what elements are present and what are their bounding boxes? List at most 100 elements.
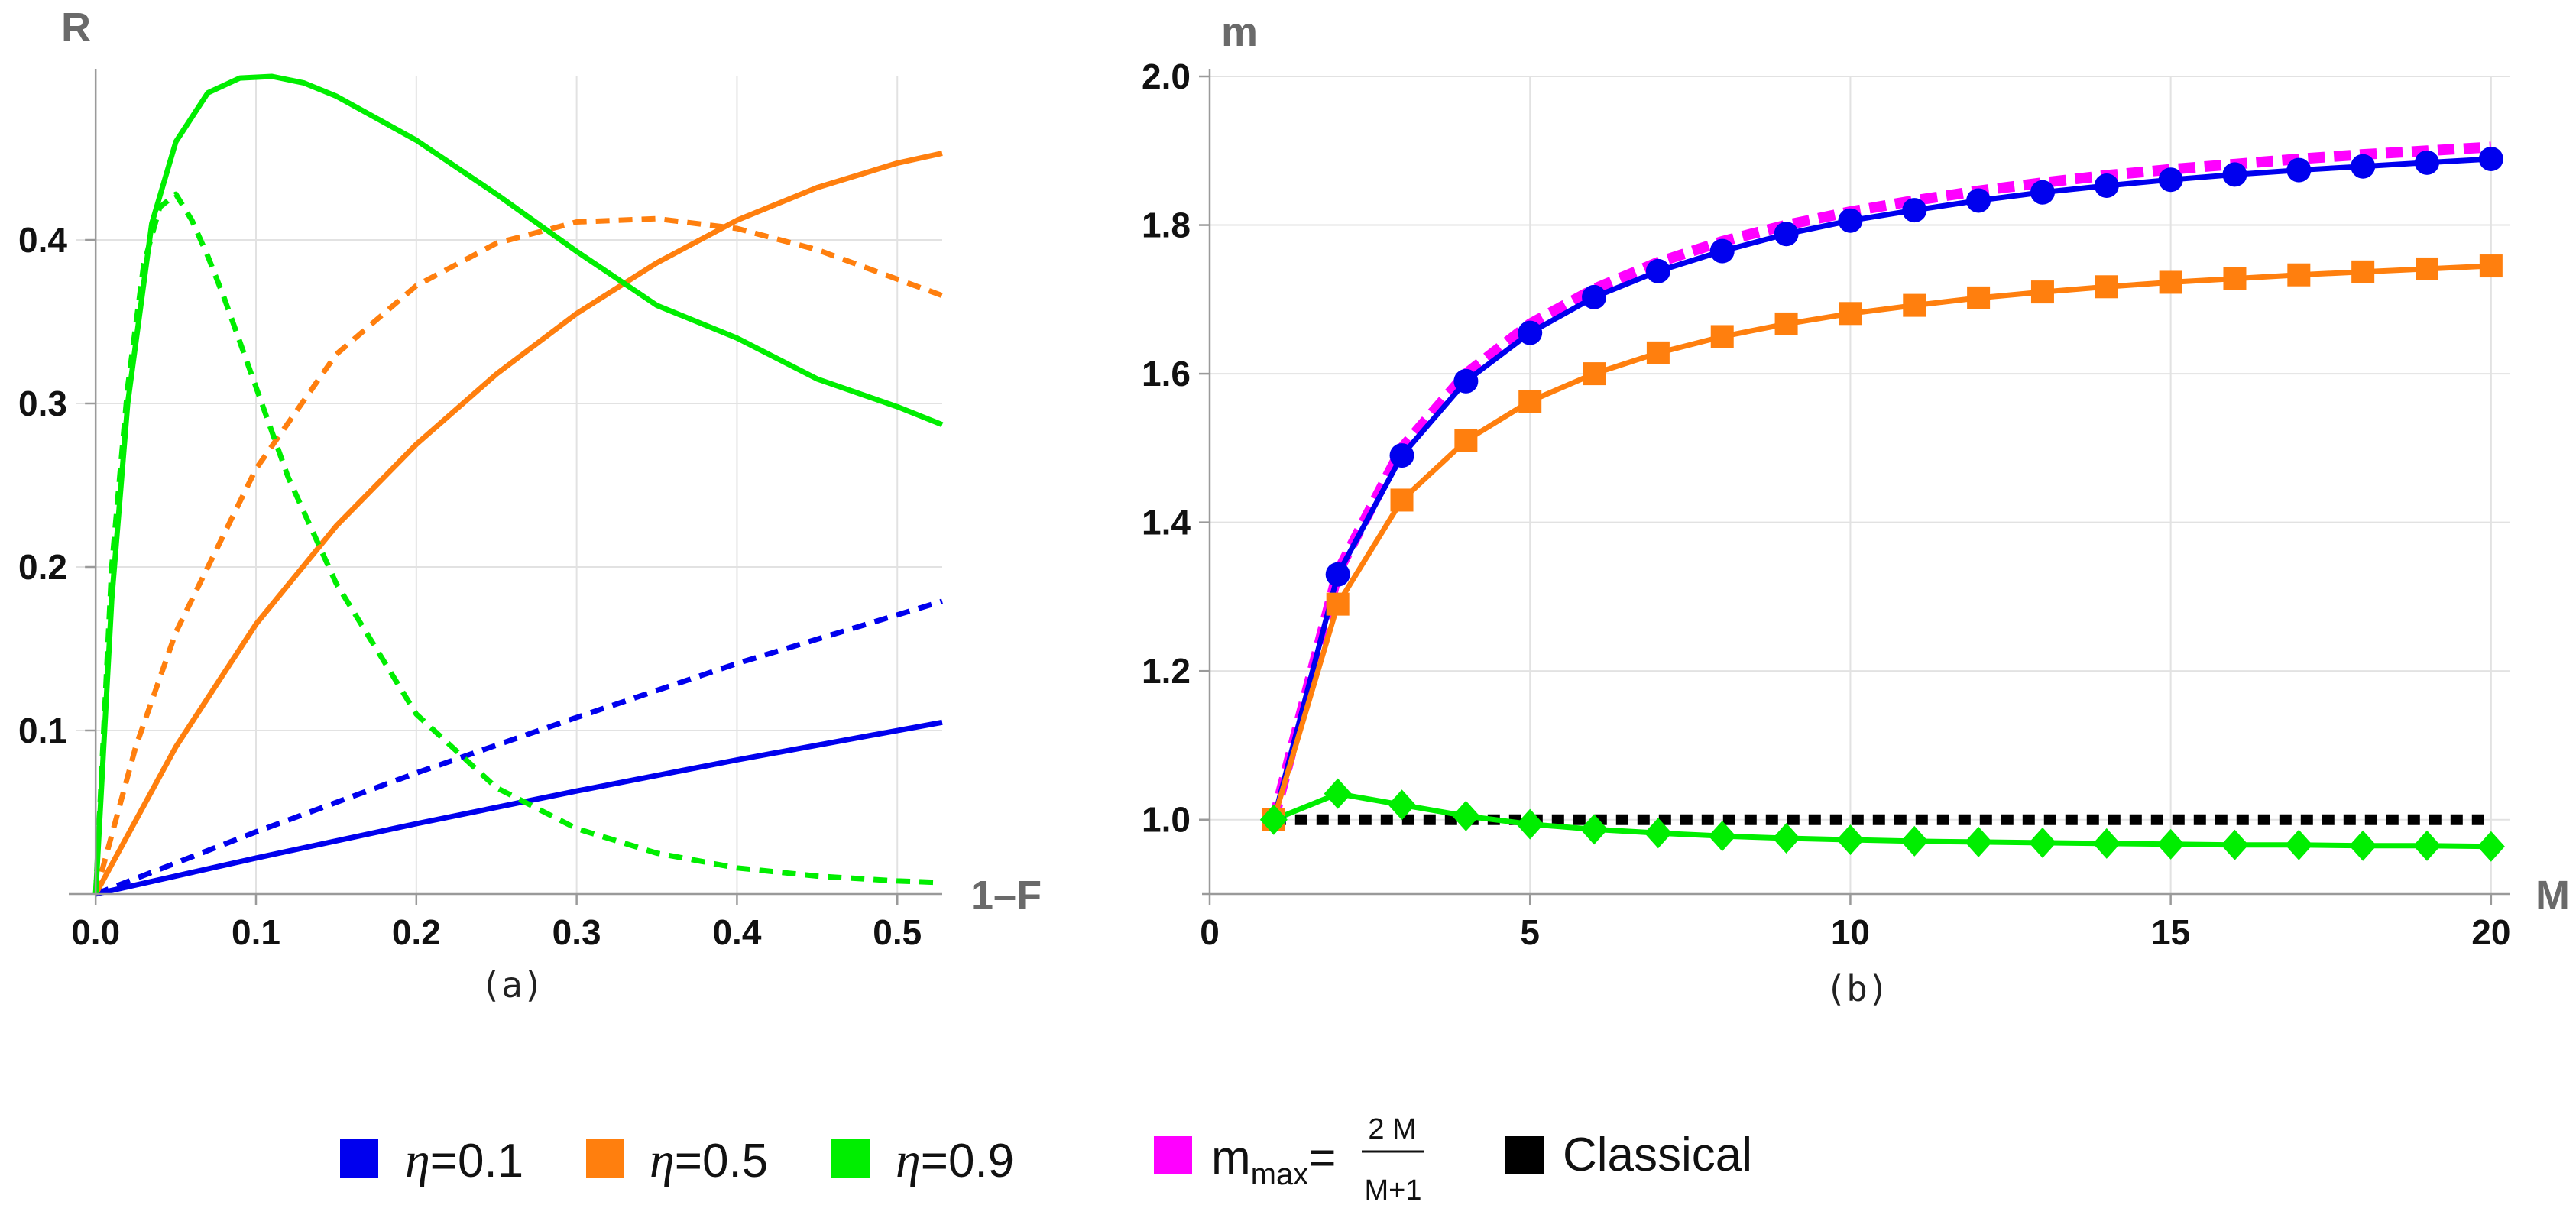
point-marker xyxy=(1774,222,1799,247)
point-marker xyxy=(1900,825,1929,857)
point-marker xyxy=(2413,830,2442,861)
x-tick-label: 0.1 xyxy=(232,912,280,952)
point-marker xyxy=(2416,257,2439,280)
point-marker xyxy=(2477,831,2505,862)
point-marker xyxy=(1325,562,1350,587)
panel-a-series xyxy=(92,73,944,897)
point-marker xyxy=(1645,258,1670,283)
panel-b-grid xyxy=(1209,76,2510,894)
point-marker xyxy=(1836,824,1865,855)
series-line-2 xyxy=(1271,156,2492,821)
point-marker xyxy=(1582,284,1607,309)
point-marker xyxy=(1903,293,1926,317)
panel-a-grid xyxy=(76,76,942,894)
panel-b: 0 5 10 15 20 1.0 1.2 1.4 1.6 1.8 2.0 m M (b) xyxy=(1142,9,2570,1009)
series-line-3 xyxy=(1271,263,2491,821)
y-tick-label: 1.4 xyxy=(1142,503,1191,543)
point-marker xyxy=(1967,286,1991,309)
panel-b-caption: (b) xyxy=(1825,968,1888,1009)
series-line-0 xyxy=(1269,141,2492,821)
point-marker xyxy=(2030,180,2055,205)
point-marker xyxy=(2094,173,2119,198)
series-line-1 xyxy=(94,598,944,897)
legend-swatch-eta-0.1 xyxy=(340,1139,378,1178)
y-tick-label: 0.3 xyxy=(18,384,67,423)
point-marker xyxy=(1774,312,1798,335)
x-tick-label: 0.0 xyxy=(71,912,120,952)
series-line-5 xyxy=(92,191,943,895)
panel-a-ylabel: R xyxy=(61,5,91,50)
panel-a-caption: (a) xyxy=(480,964,543,1006)
point-marker xyxy=(2028,827,2056,858)
panel-b-series xyxy=(1259,141,2505,862)
x-tick-label: 0.3 xyxy=(552,912,601,952)
point-marker xyxy=(1709,238,1735,264)
point-marker xyxy=(2351,154,2376,179)
point-marker xyxy=(1259,804,1288,835)
point-marker xyxy=(2158,167,2183,193)
point-marker xyxy=(1839,302,1862,326)
point-marker xyxy=(2222,162,2247,187)
x-tick-label: 15 xyxy=(2151,912,2190,952)
point-marker xyxy=(1453,368,1479,394)
x-tick-label: 0.5 xyxy=(873,912,922,952)
panel-a-xlabel: 1–F xyxy=(970,873,1042,918)
y-tick-label: 1.8 xyxy=(1142,206,1191,245)
legend-item-eta-0.9: η=0.9 xyxy=(896,1132,1014,1188)
legend-mmax-numerator: 2 M xyxy=(1368,1113,1416,1145)
legend-swatch-mmax xyxy=(1154,1136,1192,1174)
point-marker xyxy=(1326,592,1350,616)
x-tick-label: 0.2 xyxy=(392,912,441,952)
x-tick-label: 5 xyxy=(1520,912,1540,952)
panel-b-ylabel: m xyxy=(1221,9,1258,55)
point-marker xyxy=(2095,275,2118,299)
point-marker xyxy=(2221,829,2249,860)
point-marker xyxy=(2478,146,2503,171)
point-marker xyxy=(2349,830,2377,861)
point-marker xyxy=(2223,267,2247,290)
point-marker xyxy=(1454,429,1478,452)
point-marker xyxy=(1518,320,1543,345)
x-tick-label: 0 xyxy=(1200,912,1220,952)
y-tick-label: 1.6 xyxy=(1142,354,1191,394)
legend-mmax-label: mmax= xyxy=(1211,1132,1336,1191)
point-marker xyxy=(2159,270,2182,294)
point-marker xyxy=(1518,390,1542,413)
point-marker xyxy=(1708,821,1736,852)
legend-item-classical: Classical xyxy=(1563,1129,1752,1181)
point-marker xyxy=(2092,828,2121,859)
point-marker xyxy=(1516,808,1544,840)
legend-swatch-classical xyxy=(1505,1136,1544,1174)
legend-swatch-eta-0.5 xyxy=(586,1139,624,1178)
y-tick-label: 1.0 xyxy=(1142,800,1191,840)
point-marker xyxy=(1902,198,1927,223)
point-marker xyxy=(1583,362,1606,386)
series-line-2 xyxy=(93,151,943,896)
series-line-4 xyxy=(92,73,944,895)
legend-swatch-eta-0.9 xyxy=(831,1139,870,1178)
y-tick-label: 2.0 xyxy=(1142,57,1191,96)
point-marker xyxy=(2479,254,2503,278)
x-tick-label: 20 xyxy=(2471,912,2510,952)
point-marker xyxy=(2287,263,2311,287)
y-tick-label: 1.2 xyxy=(1142,651,1191,691)
point-marker xyxy=(2030,280,2054,304)
legend-mmax-denominator: M+1 xyxy=(1365,1174,1422,1207)
point-marker xyxy=(1838,208,1863,233)
point-marker xyxy=(1710,325,1734,348)
x-tick-label: 0.4 xyxy=(712,912,761,952)
point-marker xyxy=(1772,823,1800,854)
panel-a-axes: 0.0 0.1 0.2 0.3 0.4 0.5 0.1 0.2 0.3 0.4 xyxy=(18,69,942,952)
point-marker xyxy=(1388,789,1416,821)
panel-b-axes: 0 5 10 15 20 1.0 1.2 1.4 1.6 1.8 2.0 xyxy=(1142,57,2510,952)
y-tick-label: 0.2 xyxy=(18,547,67,587)
legend-item-eta-0.5: η=0.5 xyxy=(650,1132,768,1188)
point-marker xyxy=(1389,443,1414,468)
panel-a: 0.0 0.1 0.2 0.3 0.4 0.5 0.1 0.2 0.3 0.4 R 1–F (a) xyxy=(18,5,1042,1006)
point-marker xyxy=(2285,829,2313,860)
legend: η=0.1 η=0.5 η=0.9 mmax= 2 M M+1 Classica… xyxy=(340,1113,1752,1207)
point-marker xyxy=(2286,157,2312,183)
series-line-0 xyxy=(95,719,943,897)
y-tick-label: 0.4 xyxy=(18,220,67,260)
